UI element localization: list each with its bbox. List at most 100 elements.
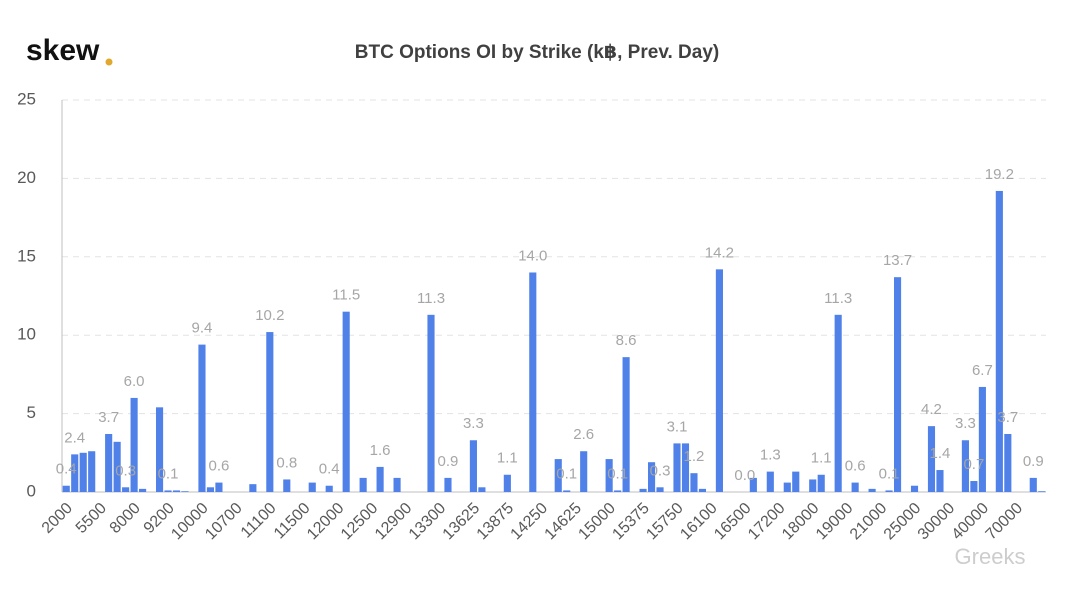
bar xyxy=(656,487,664,492)
bar xyxy=(181,491,189,492)
bar xyxy=(766,471,774,492)
bar xyxy=(283,479,291,492)
value-label: 1.1 xyxy=(811,450,832,467)
watermark: Greeks xyxy=(955,544,1026,569)
x-tick-label: 13625 xyxy=(440,500,484,544)
x-tick-label: 13875 xyxy=(474,500,518,544)
y-tick-label: 10 xyxy=(17,325,36,344)
value-label: 0.6 xyxy=(209,458,230,475)
x-tick-label: 16500 xyxy=(711,500,755,544)
bar xyxy=(554,459,562,492)
bar xyxy=(622,357,630,492)
value-label: 0.1 xyxy=(607,465,628,482)
bar xyxy=(376,466,384,492)
bar xyxy=(563,490,571,492)
value-label: 0.1 xyxy=(158,465,179,482)
x-tick-label: 10000 xyxy=(168,500,212,544)
bar xyxy=(172,490,181,492)
bar xyxy=(817,474,825,492)
y-tick-label: 25 xyxy=(17,89,36,108)
bar xyxy=(164,490,172,492)
bar xyxy=(647,462,656,492)
bar xyxy=(927,426,936,492)
x-tick-label: 11100 xyxy=(238,500,280,542)
value-label: 6.7 xyxy=(972,362,993,379)
x-tick-label: 15375 xyxy=(609,500,653,544)
value-label: 11.5 xyxy=(332,287,360,304)
bar xyxy=(113,441,121,492)
bar xyxy=(105,433,113,492)
value-label: 1.1 xyxy=(497,450,518,467)
value-label: 13.7 xyxy=(883,252,912,269)
value-label: 0.8 xyxy=(276,454,297,471)
bar xyxy=(639,488,647,492)
value-label: 6.0 xyxy=(124,373,145,390)
bar xyxy=(936,470,944,492)
bar xyxy=(444,477,452,492)
chart-title: BTC Options OI by Strike (k฿, Prev. Day) xyxy=(355,42,719,63)
bar xyxy=(783,482,791,492)
bar xyxy=(122,487,130,492)
x-tick-label: 16100 xyxy=(677,500,721,544)
bar xyxy=(749,477,757,492)
value-label: 0.3 xyxy=(115,462,136,479)
bar xyxy=(673,443,681,492)
bar xyxy=(393,477,401,492)
bar xyxy=(893,277,902,492)
bar xyxy=(792,471,800,492)
x-tick-label: 21000 xyxy=(847,500,891,544)
bar xyxy=(266,332,274,492)
value-label: 3.3 xyxy=(955,415,976,432)
bar xyxy=(359,477,367,492)
bar xyxy=(478,487,486,492)
bar xyxy=(614,490,622,492)
value-label: 2.6 xyxy=(573,426,594,443)
value-label: 0.4 xyxy=(56,461,77,478)
bar xyxy=(215,482,223,492)
x-tick-label: 12000 xyxy=(304,500,348,544)
bar xyxy=(910,485,919,492)
x-tick-label: 17200 xyxy=(745,500,789,544)
x-tick-label: 15000 xyxy=(575,500,619,544)
value-label: 1.4 xyxy=(930,445,951,462)
bar xyxy=(155,407,164,492)
x-tick-label: 15750 xyxy=(643,500,687,544)
bar xyxy=(580,451,588,492)
value-label: 4.2 xyxy=(921,401,942,418)
value-label: 1.6 xyxy=(370,442,391,459)
y-tick-label: 0 xyxy=(27,481,36,500)
value-label: 0.0 xyxy=(734,467,755,484)
bar xyxy=(206,487,215,492)
value-label: 2.4 xyxy=(64,429,85,446)
x-tick-label: 14250 xyxy=(508,500,552,544)
x-tick-label: 12500 xyxy=(338,500,382,544)
value-label: 11.3 xyxy=(417,290,445,307)
value-label: 9.4 xyxy=(192,320,213,337)
bar xyxy=(1004,433,1012,492)
x-tick-label: 40000 xyxy=(949,500,993,544)
bar xyxy=(62,485,70,492)
value-label: 3.7 xyxy=(98,409,119,426)
value-label: 0.1 xyxy=(556,465,577,482)
bar xyxy=(1038,491,1046,492)
bar xyxy=(325,485,333,492)
value-label: 0.4 xyxy=(319,461,340,478)
value-label: 8.6 xyxy=(616,332,637,349)
bar xyxy=(809,479,817,492)
bar xyxy=(249,484,257,492)
bar xyxy=(469,440,477,492)
value-label: 14.0 xyxy=(518,247,547,264)
x-tick-label: 11500 xyxy=(271,500,314,543)
x-tick-label: 18000 xyxy=(779,500,823,544)
value-label: 0.1 xyxy=(879,465,900,482)
value-label: 3.3 xyxy=(463,415,484,432)
bar xyxy=(130,397,138,492)
value-label: 11.3 xyxy=(824,290,852,307)
bar xyxy=(308,482,316,492)
bar xyxy=(427,314,435,492)
x-tick-label: 12900 xyxy=(372,500,416,544)
bar xyxy=(698,488,707,492)
value-label: 0.7 xyxy=(963,456,984,473)
bar xyxy=(503,474,511,492)
bar xyxy=(978,386,986,492)
